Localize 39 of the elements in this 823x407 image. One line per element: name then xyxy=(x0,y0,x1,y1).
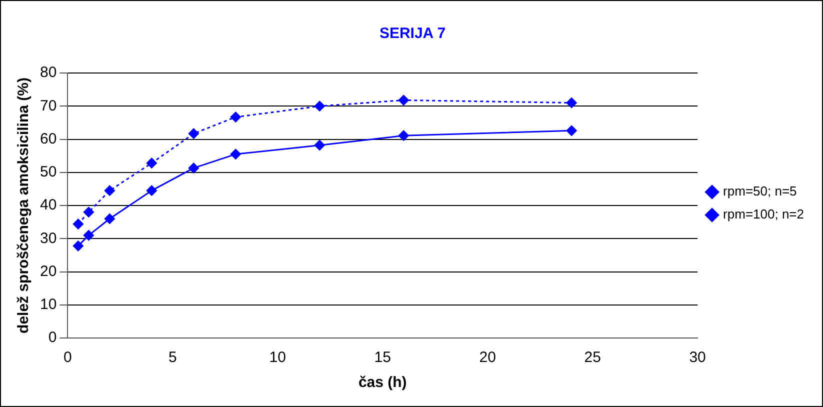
y-tick-label: 70 xyxy=(40,97,57,114)
y-tick-label: 40 xyxy=(40,196,57,214)
x-axis-title: čas (h) xyxy=(358,374,407,392)
point xyxy=(72,240,84,252)
point xyxy=(398,94,409,106)
x-tick-label: 20 xyxy=(479,349,496,366)
point xyxy=(104,185,115,196)
y-tick-label: 20 xyxy=(40,262,57,280)
x-tick-label: 30 xyxy=(689,349,706,366)
x-tick-label: 5 xyxy=(168,349,177,366)
point xyxy=(230,112,241,122)
legend-label: rpm=100; n=2 xyxy=(723,206,804,222)
point xyxy=(72,218,84,230)
point xyxy=(314,100,325,112)
y-tick-label: 30 xyxy=(40,230,57,247)
y-tick-label: 60 xyxy=(40,130,57,148)
point xyxy=(146,158,157,168)
point xyxy=(566,98,577,108)
point xyxy=(314,140,325,150)
point xyxy=(188,128,199,139)
point xyxy=(83,206,94,218)
x-tick-label: 25 xyxy=(584,349,601,366)
x-tick-label: 10 xyxy=(269,349,286,366)
y-tick-label: 0 xyxy=(48,329,57,346)
y-tick-label: 80 xyxy=(40,64,57,82)
chart-title: SERIJA 7 xyxy=(379,25,446,42)
point xyxy=(230,148,241,160)
point xyxy=(146,185,157,196)
point xyxy=(398,130,409,141)
y-axis-title: delež sproščenega amoksicilina (%) xyxy=(15,78,32,334)
point xyxy=(566,125,577,136)
y-tick-label: 10 xyxy=(40,296,57,314)
y-tick-label: 50 xyxy=(40,164,57,181)
point xyxy=(83,230,94,241)
legend-label: rpm=50; n=5 xyxy=(723,184,797,199)
x-tick-label: 0 xyxy=(64,349,72,366)
point xyxy=(188,162,199,174)
point xyxy=(104,214,115,224)
x-tick-label: 15 xyxy=(374,349,391,366)
